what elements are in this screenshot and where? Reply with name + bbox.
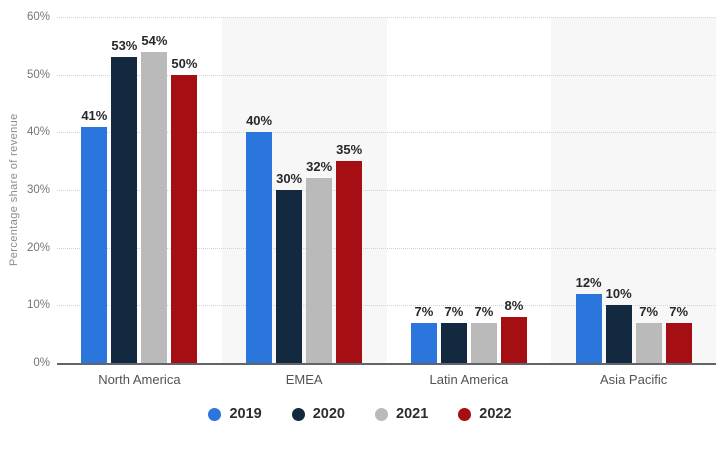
bar-col-2019-asia-pacific: 12% <box>576 17 602 363</box>
gridline-60 <box>57 17 716 18</box>
legend-item-2020[interactable]: 2020 <box>291 406 345 422</box>
bar-2021-emea[interactable] <box>306 178 333 363</box>
y-tick-label-10: 10% <box>26 299 50 312</box>
x-axis-label-emea: EMEA <box>285 372 323 387</box>
x-axis-labels: North America EMEA Latin America Asia Pacif… <box>57 372 716 387</box>
bar-col-2022-asia-pacific: 7% <box>665 17 692 363</box>
bar-value-label: 12% <box>575 275 602 290</box>
bar-2019-asia-pacific[interactable] <box>575 294 602 363</box>
bar-col-2019-latin-america: 7% <box>410 17 437 363</box>
bar-2021-north-america[interactable] <box>141 52 168 363</box>
x-axis-label-north-america: North America <box>98 372 181 387</box>
bar-col-2020-emea: 30% <box>276 17 302 363</box>
bar-col-2020-asia-pacific: 10% <box>606 17 632 363</box>
legend-dot-icon <box>291 407 305 421</box>
bar-col-2022-latin-america: 8% <box>500 17 527 363</box>
bar-value-label: 7% <box>669 304 689 319</box>
legend-label: 2019 <box>229 406 262 422</box>
bar-2020-latin-america[interactable] <box>440 323 467 363</box>
bar-2019-latin-america[interactable] <box>410 323 437 363</box>
bar-2020-north-america[interactable] <box>111 57 138 363</box>
bar-value-label: 35% <box>336 142 363 157</box>
bar-value-label: 40% <box>246 113 273 128</box>
bar-col-2019-emea: 40% <box>246 17 272 363</box>
y-tick-label-60: 60% <box>26 11 50 23</box>
bar-value-label: 7% <box>474 304 494 319</box>
bar-col-2021-emea: 32% <box>306 17 332 363</box>
bar-2020-emea[interactable] <box>276 190 303 363</box>
bar-value-label: 7% <box>444 304 464 319</box>
bar-group-emea: 40% 30% 32% 35% <box>222 17 387 363</box>
gridline-30 <box>57 190 716 191</box>
bar-col-2020-north-america: 53% <box>111 17 137 363</box>
y-tick-label-30: 30% <box>26 184 50 196</box>
legend-label: 2020 <box>312 406 345 422</box>
bar-col-2022-north-america: 50% <box>171 17 197 363</box>
y-tick-label-50: 50% <box>26 68 50 81</box>
legend: 2019 2020 2021 2022 <box>0 406 720 422</box>
bar-2019-north-america[interactable] <box>81 127 108 363</box>
y-tick-label-20: 20% <box>26 241 50 254</box>
bar-value-label: 7% <box>639 304 659 319</box>
bar-col-2019-north-america: 41% <box>81 17 107 363</box>
x-axis-label-asia-pacific: Asia Pacific <box>600 372 668 387</box>
bar-2022-north-america[interactable] <box>171 75 198 363</box>
bar-value-label: 30% <box>276 171 303 186</box>
gridline-50 <box>57 74 716 76</box>
bar-col-2021-latin-america: 7% <box>470 17 497 363</box>
bar-value-label: 10% <box>605 286 632 301</box>
bar-2022-latin-america[interactable] <box>500 317 527 363</box>
bar-col-2022-emea: 35% <box>336 17 362 363</box>
legend-dot-icon <box>375 407 388 421</box>
legend-label: 2022 <box>479 406 512 422</box>
bar-value-label: 50% <box>171 56 198 71</box>
bar-value-label: 8% <box>504 298 524 313</box>
legend-dot-icon <box>208 407 222 421</box>
bar-col-2021-north-america: 54% <box>141 17 167 363</box>
bar-2021-latin-america[interactable] <box>470 323 497 363</box>
bar-col-2020-latin-america: 7% <box>440 17 467 363</box>
bar-2019-emea[interactable] <box>246 132 273 363</box>
bar-value-label: 7% <box>414 304 434 319</box>
legend-dot-icon <box>458 407 472 421</box>
legend-item-2022[interactable]: 2022 <box>458 406 512 422</box>
x-axis-label-latin-america: Latin America <box>429 372 509 387</box>
bar-group-north-america: 41% 53% 54% 50% <box>57 17 222 363</box>
bar-2021-asia-pacific[interactable] <box>635 323 662 363</box>
bar-2020-asia-pacific[interactable] <box>605 305 632 363</box>
legend-item-2019[interactable]: 2019 <box>208 406 262 422</box>
bar-value-label: 41% <box>81 108 108 123</box>
bar-value-label: 53% <box>111 38 138 53</box>
y-axis-ticks: 0% 10% 20% 30% 40% 50% 60% <box>0 11 50 369</box>
gridline-20 <box>57 247 716 249</box>
legend-label: 2021 <box>396 406 429 422</box>
legend-item-2021[interactable]: 2021 <box>375 406 428 422</box>
bar-2022-asia-pacific[interactable] <box>665 323 692 363</box>
y-tick-label-0: 0% <box>33 357 50 369</box>
bar-group-asia-pacific: 12% 10% 7% 7% <box>551 17 716 363</box>
bar-group-latin-america: 7% 7% 7% 8% <box>387 17 552 363</box>
plot-area: 41% 53% 54% 50% 40% 30% 32% 35% 7% 7% 7% 8% 12% 10% 7%… <box>57 17 716 365</box>
bar-groups: 41% 53% 54% 50% 40% 30% 32% 35% 7% 7% 7% 8% 12% 10% 7%… <box>57 17 716 363</box>
bar-2022-emea[interactable] <box>336 161 363 363</box>
bar-col-2021-asia-pacific: 7% <box>635 17 662 363</box>
bar-value-label: 32% <box>306 159 333 174</box>
y-tick-label-40: 40% <box>26 126 50 139</box>
gridline-10 <box>57 305 716 307</box>
bar-value-label: 54% <box>141 33 168 48</box>
gridline-40 <box>57 132 716 134</box>
